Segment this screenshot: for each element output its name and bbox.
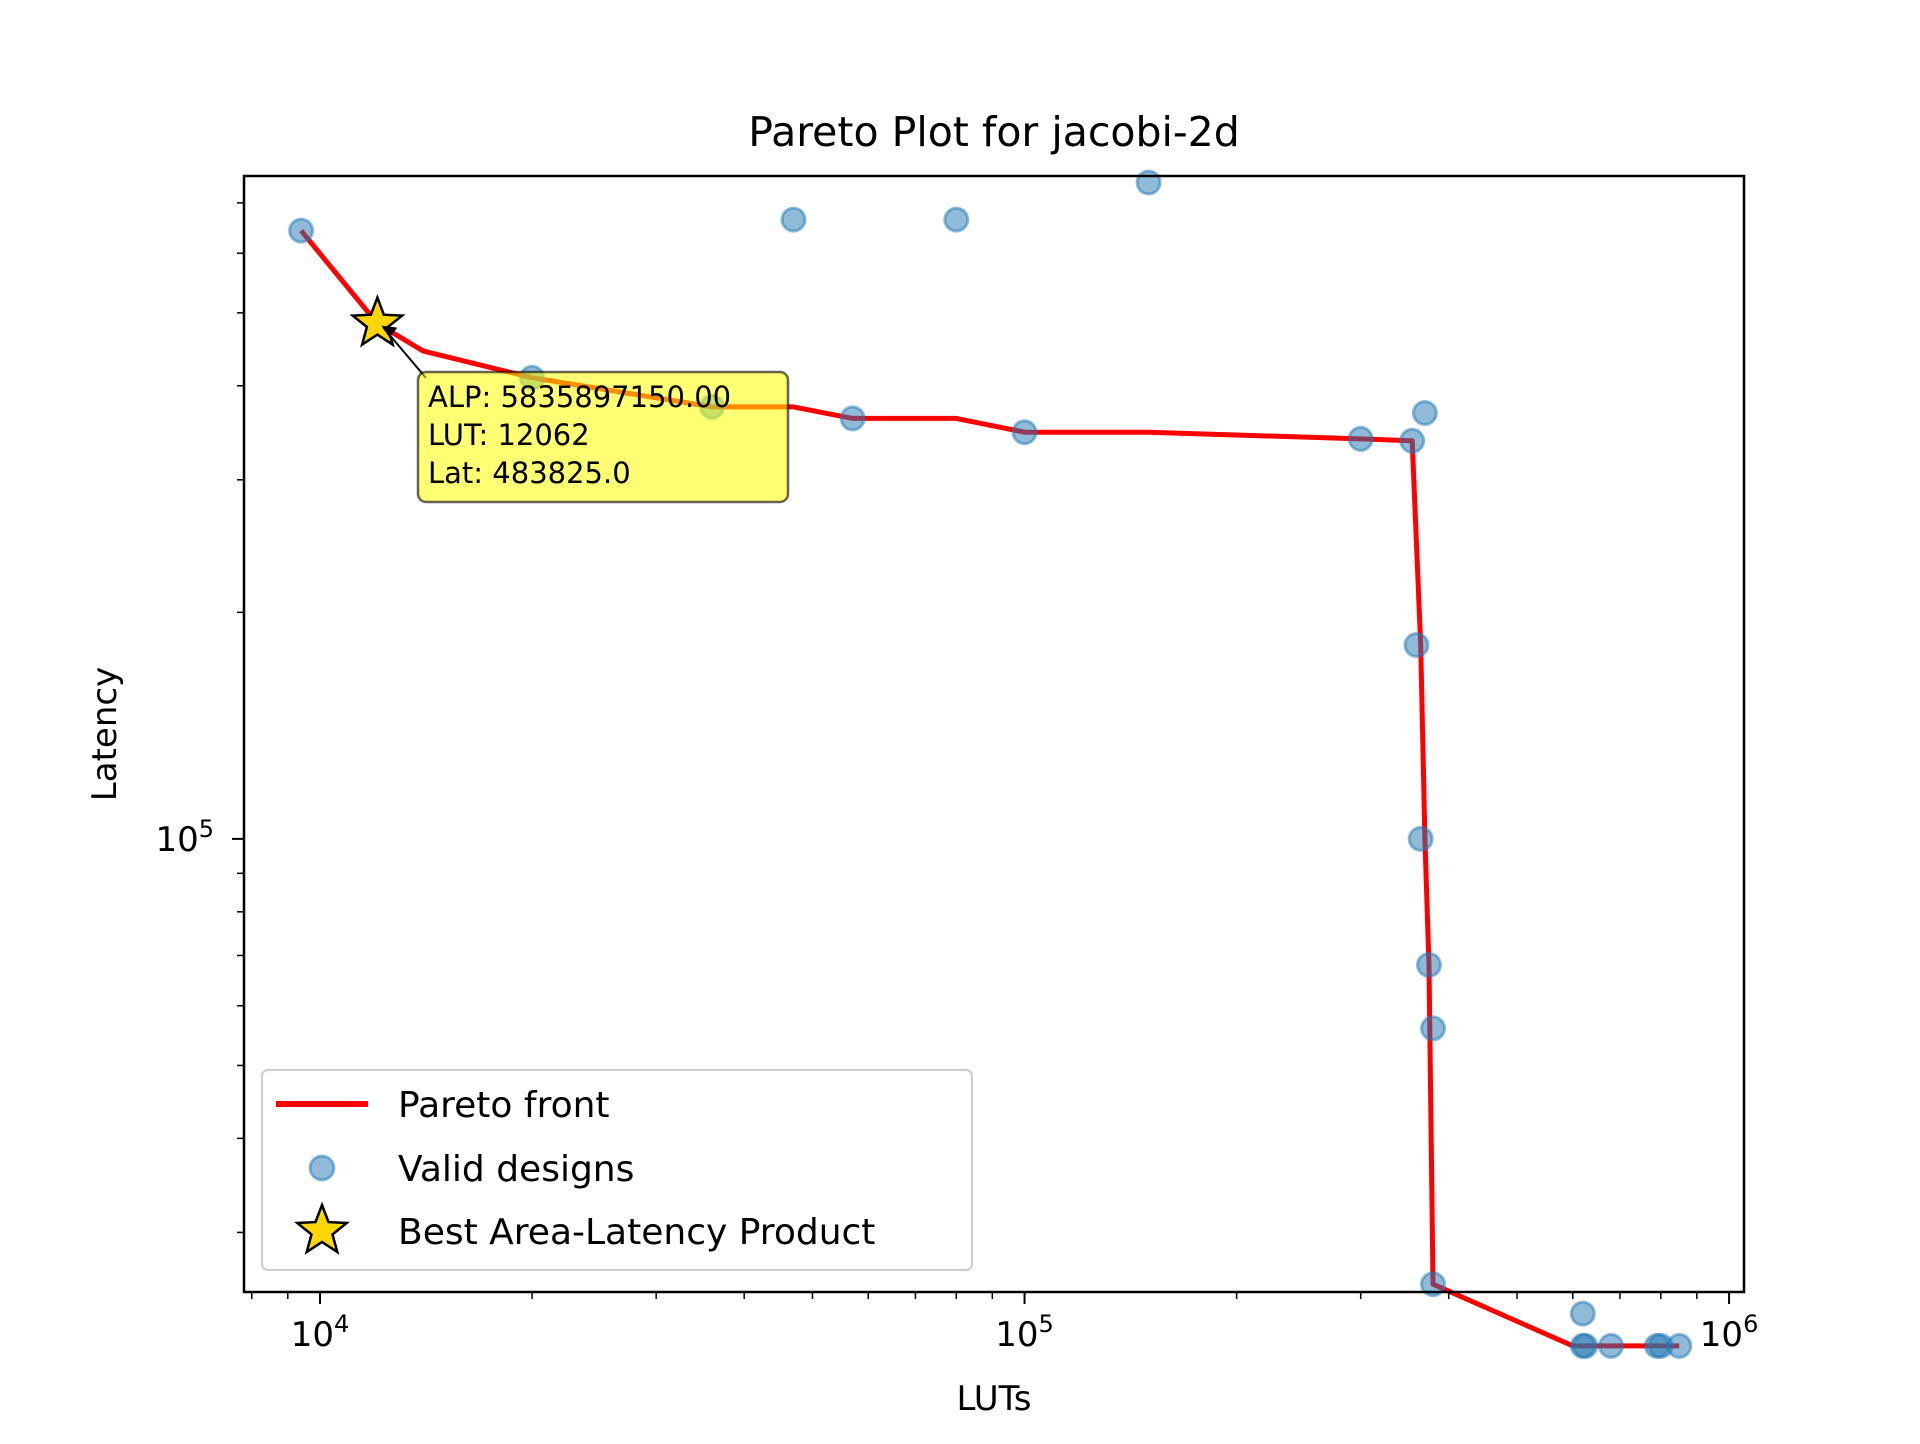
x-tick-label: 105 xyxy=(995,1310,1054,1355)
axes-frame xyxy=(242,174,1746,1294)
annotation-box xyxy=(416,370,790,504)
legend-circle-swatch xyxy=(308,1154,336,1182)
ticks-layer: 104 105 106 105 xyxy=(155,202,1759,1355)
scatter-point xyxy=(1416,951,1442,978)
scatter-point xyxy=(943,206,970,233)
scatter-point xyxy=(1135,169,1162,196)
scatter-point xyxy=(1399,427,1426,454)
x-axis-label: LUTs xyxy=(957,1379,1032,1419)
legend-label-valid-designs: Valid designs xyxy=(398,1149,634,1190)
x-tick-label: 106 xyxy=(1700,1310,1759,1355)
scatter-point xyxy=(1598,1332,1625,1359)
scatter-point xyxy=(1411,400,1438,426)
legend: Pareto front Valid designs Best Area-Lat… xyxy=(261,1069,973,1271)
scatter-point xyxy=(1420,1271,1446,1298)
scatter-point xyxy=(1666,1332,1693,1359)
legend-label-best-alp: Best Area-Latency Product xyxy=(398,1212,875,1253)
legend-star-shape xyxy=(293,1201,351,1255)
scatter-point xyxy=(1011,419,1038,446)
annotation-text-line: Lat: 483825.0 xyxy=(428,456,631,490)
y-axis-label: Latency xyxy=(85,667,125,801)
scatter-point xyxy=(1403,632,1430,658)
scatter-point xyxy=(1407,825,1434,852)
annotation-arrowhead xyxy=(381,325,398,338)
y-tick-label: 105 xyxy=(155,815,214,860)
legend-star-icon xyxy=(293,1201,351,1255)
best-alp-star-icon xyxy=(349,294,406,348)
legend-frame xyxy=(261,1069,973,1271)
scatter-point xyxy=(780,206,807,233)
x-tick-label: 104 xyxy=(291,1310,350,1355)
annotation-layer: ALP: 5835897150.00 LUT: 12062 Lat: 483825.… xyxy=(381,325,790,504)
scatter-point xyxy=(1420,1015,1446,1042)
scatter-point xyxy=(1572,1332,1599,1359)
chart-title: Pareto Plot for jacobi-2d xyxy=(748,108,1240,156)
scatter-point xyxy=(288,217,315,244)
scatter-point xyxy=(1347,425,1374,452)
scatter-point xyxy=(1569,1300,1596,1327)
annotation-text-line: ALP: 5835897150.00 xyxy=(428,380,731,414)
scatter-point xyxy=(839,405,866,432)
legend-label-pareto-front: Pareto front xyxy=(398,1085,610,1126)
annotation-text-line: LUT: 12062 xyxy=(428,418,590,452)
